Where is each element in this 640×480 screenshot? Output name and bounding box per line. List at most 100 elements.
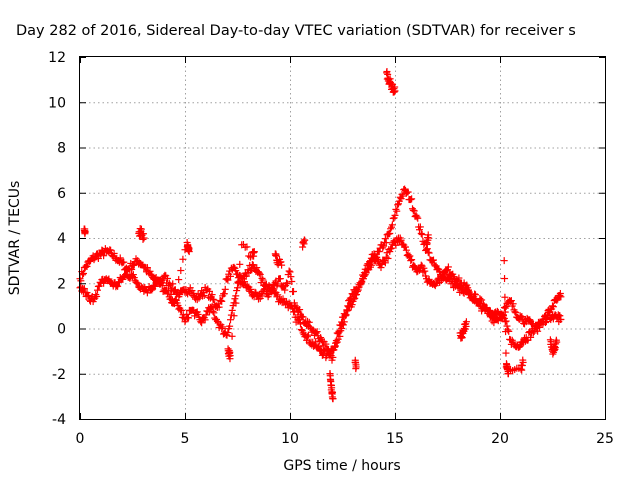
data-point-interp: [256, 270, 264, 278]
data-point-interp: [350, 295, 358, 303]
data-point-interp: [430, 256, 437, 264]
data-point-interp: [485, 308, 493, 316]
data-point-interp: [179, 255, 187, 263]
data-point-interp: [296, 306, 304, 314]
data-point-interp: [511, 308, 519, 316]
data-point-interp: [444, 263, 452, 271]
data-point-interp: [236, 260, 244, 268]
data-point-interp: [425, 249, 433, 257]
data-point-interp: [232, 292, 240, 300]
data-point-interp: [393, 207, 401, 215]
data-point-interp: [178, 306, 185, 314]
data-marks: [76, 68, 565, 403]
x-axis-label: GPS time / hours: [283, 458, 400, 474]
data-point-interp: [353, 288, 361, 296]
data-point-interp: [283, 280, 291, 288]
data-point-interp: [466, 290, 474, 298]
data-point-interp: [381, 235, 389, 243]
data-point-interp: [348, 301, 356, 309]
data-point-interp: [381, 259, 389, 267]
data-point-interp: [439, 274, 447, 282]
data-point-interp: [157, 279, 165, 287]
data-point-interp: [177, 267, 185, 275]
data-point: [462, 318, 470, 326]
plot-frame: [79, 56, 606, 420]
data-point: [278, 261, 286, 269]
data-point-interp: [185, 314, 192, 322]
data-point: [512, 309, 520, 317]
data-point: [344, 306, 352, 314]
data-point-interp: [377, 264, 385, 272]
data-point-interp: [94, 255, 102, 263]
data-point-interp: [243, 243, 251, 251]
y-axis-label: SDTVAR / TECUs: [7, 181, 23, 296]
data-point: [517, 313, 525, 321]
x-tick-label: 25: [596, 431, 614, 447]
data-point-interp: [80, 269, 87, 277]
data-point-interp: [388, 221, 396, 229]
data-point-interp: [382, 239, 390, 247]
data-point-interp: [335, 327, 343, 335]
data-point: [134, 279, 142, 287]
data-point-interp: [384, 254, 392, 262]
data-point-interp: [406, 252, 414, 260]
data-point-interp: [283, 279, 290, 287]
data-point-interp: [79, 271, 87, 279]
data-point-interp: [210, 309, 218, 317]
data-point-interp: [114, 282, 122, 290]
data-point-interp: [542, 319, 549, 327]
data-point-interp: [424, 248, 432, 256]
data-point-interp: [529, 329, 537, 337]
data-point-interp: [232, 267, 240, 275]
data-point-interp: [502, 303, 510, 311]
data-point-interp: [220, 290, 228, 298]
data-point-interp: [146, 267, 154, 275]
data-point-interp: [549, 303, 557, 311]
data-point: [549, 302, 556, 310]
data-point: [391, 211, 399, 219]
data-point-interp: [502, 349, 510, 357]
data-point-interp: [232, 299, 240, 307]
data-point-interp: [311, 338, 319, 346]
data-point-interp: [515, 343, 523, 351]
data-point-interp: [322, 340, 330, 348]
data-point-interp: [107, 246, 115, 254]
data-point-interp: [421, 267, 429, 275]
data-point-interp: [94, 286, 101, 294]
data-point-interp: [183, 310, 191, 318]
data-point-interp: [224, 276, 232, 284]
data-point-interp: [219, 323, 227, 331]
data-point-interp: [208, 303, 216, 311]
data-point-interp: [553, 296, 561, 304]
tick-labels: 0 5 10 15 20 25 -4 -2 0 2 4 6 8 10 12: [48, 50, 614, 447]
data-point: [501, 318, 509, 326]
x-tick-label: 5: [181, 431, 190, 447]
data-point-interp: [226, 322, 234, 330]
data-point: [81, 227, 89, 235]
data-point-interp: [110, 249, 118, 257]
data-point-interp: [200, 291, 208, 299]
data-point-interp: [208, 291, 216, 299]
data-point-interp: [479, 300, 487, 308]
data-point-interp: [100, 252, 108, 260]
data-point-interp: [215, 303, 223, 311]
data-point: [519, 358, 527, 366]
data-point-interp: [209, 295, 217, 303]
data-point-interp: [221, 285, 229, 293]
data-point-interp: [158, 282, 166, 290]
y-tick-label: 10: [48, 95, 66, 111]
data-point-interp: [277, 258, 285, 266]
data-point-interp: [228, 332, 236, 340]
data-point: [360, 272, 367, 280]
data-point-interp: [362, 269, 370, 277]
data-point: [500, 257, 508, 265]
y-tick-label: 4: [57, 231, 66, 247]
axis-ticks: [80, 57, 606, 420]
data-point-interp: [290, 299, 298, 307]
data-point-interp: [130, 274, 138, 282]
data-point-interp: [305, 318, 313, 326]
data-point-interp: [151, 282, 159, 290]
y-tick-label: 2: [57, 276, 66, 292]
data-point-interp: [378, 260, 386, 268]
data-point-interp: [230, 312, 238, 320]
